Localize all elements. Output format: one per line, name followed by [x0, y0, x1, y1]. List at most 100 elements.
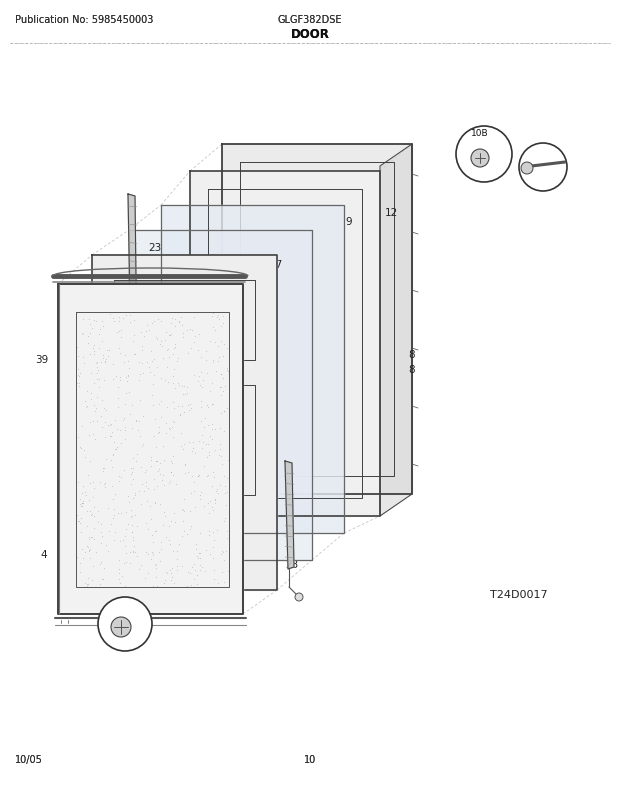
Point [193, 470, 203, 483]
Point [118, 312, 128, 325]
Text: 10/05: 10/05 [15, 754, 43, 764]
Point [156, 411, 166, 424]
Point [165, 538, 175, 551]
Point [102, 345, 112, 358]
Point [159, 479, 169, 492]
Point [79, 545, 89, 558]
Point [159, 519, 169, 532]
Text: 10: 10 [304, 754, 316, 764]
Point [148, 580, 158, 593]
Point [185, 567, 195, 580]
Point [123, 354, 133, 367]
Point [134, 563, 144, 576]
Point [179, 493, 189, 506]
Point [151, 331, 161, 344]
Point [213, 577, 223, 590]
Point [146, 455, 156, 468]
Point [202, 354, 211, 367]
Point [190, 565, 200, 577]
Point [97, 573, 107, 585]
Point [86, 393, 96, 406]
Point [174, 538, 184, 551]
Point [74, 371, 84, 383]
Point [186, 342, 196, 354]
Point [209, 573, 219, 585]
Point [153, 313, 163, 326]
Point [216, 389, 226, 402]
Point [164, 520, 174, 533]
Point [200, 565, 210, 578]
Point [97, 573, 107, 585]
Point [101, 354, 111, 367]
Point [138, 438, 148, 451]
Point [116, 325, 126, 338]
Point [136, 326, 146, 339]
Point [170, 516, 180, 529]
Point [176, 440, 186, 453]
Point [142, 318, 152, 331]
Point [184, 436, 194, 449]
Point [126, 478, 136, 491]
Point [177, 380, 187, 393]
Circle shape [138, 388, 146, 396]
Point [107, 461, 117, 474]
Point [165, 329, 175, 342]
Point [195, 559, 205, 572]
Point [205, 431, 215, 444]
Point [76, 526, 86, 539]
Point [164, 534, 174, 547]
Point [100, 481, 110, 494]
Point [222, 364, 232, 377]
Point [115, 507, 125, 520]
Point [95, 557, 105, 570]
Point [110, 488, 120, 501]
Point [203, 525, 213, 537]
Text: 6: 6 [230, 290, 237, 300]
Point [166, 466, 176, 479]
Point [121, 506, 131, 519]
Point [199, 500, 209, 512]
Point [149, 473, 159, 486]
Point [141, 464, 151, 477]
Point [222, 486, 232, 499]
Point [182, 347, 192, 360]
Point [93, 364, 103, 377]
Point [105, 419, 115, 431]
Point [120, 398, 130, 411]
Point [96, 525, 106, 538]
Point [203, 496, 213, 509]
Point [158, 469, 168, 482]
Point [95, 537, 105, 549]
Point [73, 431, 83, 444]
Point [94, 328, 104, 341]
Point [149, 353, 159, 366]
Point [119, 411, 129, 424]
Point [141, 545, 151, 558]
Point [149, 483, 159, 496]
Point [110, 370, 120, 383]
Point [220, 380, 230, 393]
Point [177, 561, 187, 573]
Point [76, 442, 86, 455]
Point [110, 414, 120, 427]
Point [113, 401, 123, 414]
Point [170, 320, 180, 333]
Point [158, 352, 168, 365]
Point [185, 322, 195, 335]
Point [208, 398, 218, 411]
Point [127, 519, 137, 532]
Point [153, 455, 162, 468]
Point [159, 577, 169, 589]
Point [203, 419, 213, 431]
Point [100, 415, 110, 428]
Point [102, 539, 112, 552]
Point [188, 443, 198, 456]
Point [188, 573, 198, 585]
Point [219, 405, 229, 418]
Point [88, 428, 98, 441]
Point [92, 516, 102, 529]
Point [126, 511, 136, 524]
Text: 7: 7 [236, 274, 242, 285]
Point [150, 413, 160, 426]
Point [87, 560, 97, 573]
